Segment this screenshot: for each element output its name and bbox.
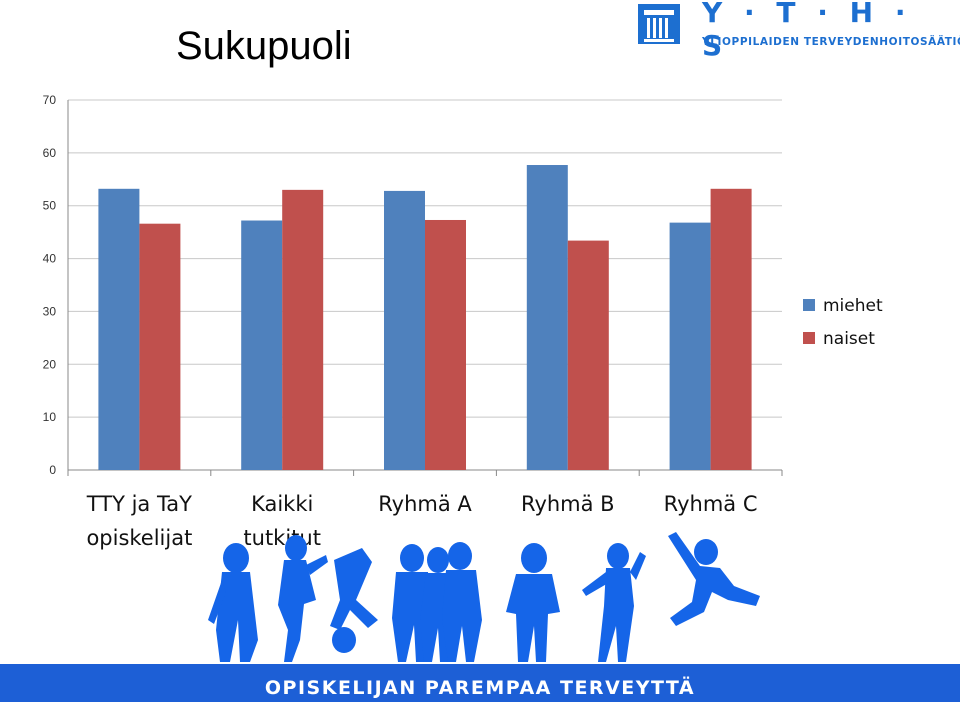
bar-miehet-1 xyxy=(98,188,140,471)
y-tick-label: 20 xyxy=(43,357,57,371)
logo-letters: Y · T · H · S xyxy=(702,0,912,62)
x-category-label: Ryhmä C xyxy=(664,492,758,516)
x-category-label: Kaikki xyxy=(251,492,313,516)
bar-naiset-1 xyxy=(139,223,181,470)
bar-naiset-4 xyxy=(567,240,609,470)
legend-swatch-naiset xyxy=(803,332,815,344)
x-category-label: tutkitut xyxy=(243,526,321,550)
bar-miehet-5 xyxy=(669,222,711,470)
y-tick-label: 40 xyxy=(43,252,57,266)
y-tick-label: 30 xyxy=(43,304,57,318)
y-tick-label: 60 xyxy=(43,146,57,160)
x-tick-labels: TTY ja TaY opiskelijat Kaikki tutkitut Ryhmä… xyxy=(86,492,758,550)
chart-legend: miehet naiset xyxy=(803,296,883,349)
y-tick-labels: 0 10 20 30 40 50 60 70 xyxy=(43,93,57,477)
legend-label-miehet: miehet xyxy=(823,296,883,316)
bar-chart: 0 10 20 30 40 50 60 70 TTY ja TaY opiskelijat Kai… xyxy=(43,93,883,550)
x-category-label: Ryhmä B xyxy=(521,492,615,516)
pillar-logo-icon xyxy=(638,4,680,44)
logo-tagline: YLIOPPILAIDEN TERVEYDENHOITOSÄÄTIÖ xyxy=(702,36,960,48)
bar-miehet-3 xyxy=(384,190,425,470)
x-category-label: TTY ja TaY xyxy=(86,492,192,516)
y-tick-label: 10 xyxy=(43,410,57,424)
legend-swatch-miehet xyxy=(803,299,815,311)
bar-miehet-2 xyxy=(241,220,283,470)
y-tick-label: 50 xyxy=(43,199,57,213)
chart-bars xyxy=(98,165,752,471)
bar-naiset-5 xyxy=(710,188,752,471)
y-tick-label: 70 xyxy=(43,93,57,107)
footer-bar xyxy=(0,664,960,702)
x-category-label: Ryhmä A xyxy=(378,492,472,516)
bar-naiset-3 xyxy=(425,219,466,470)
yths-logo: Y · T · H · S YLIOPPILAIDEN TERVEYDENHOI… xyxy=(638,0,960,62)
x-category-label: opiskelijat xyxy=(86,526,192,550)
bar-naiset-2 xyxy=(282,189,324,470)
y-tick-label: 0 xyxy=(49,463,56,477)
legend-label-naiset: naiset xyxy=(823,329,875,349)
slide-title: Sukupuoli xyxy=(176,24,352,68)
footer-slogan: OPISKELIJAN PAREMPAA TERVEYTTÄ xyxy=(264,677,696,699)
bar-miehet-4 xyxy=(526,165,568,470)
